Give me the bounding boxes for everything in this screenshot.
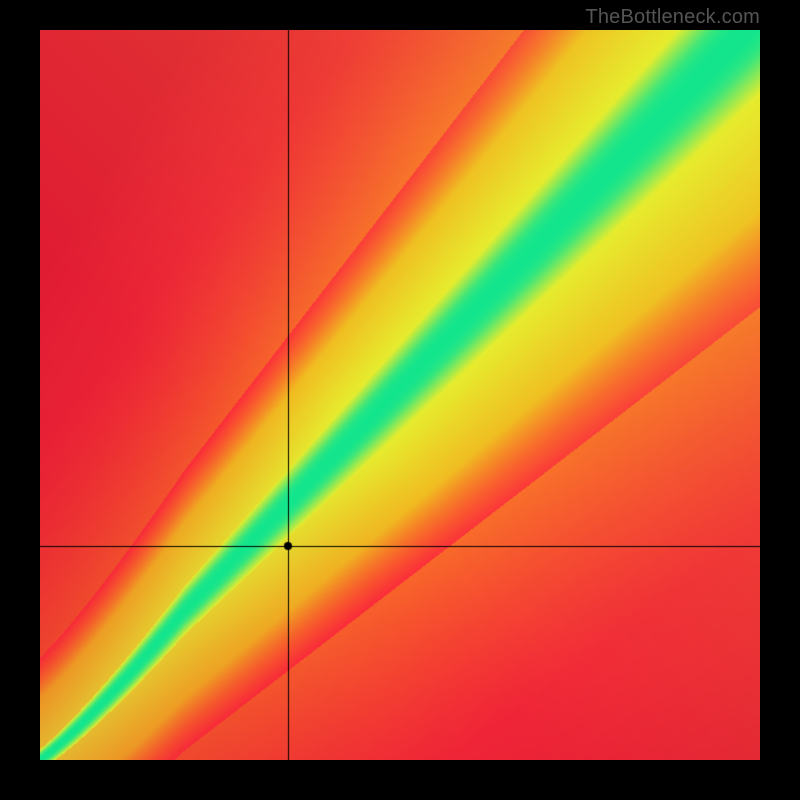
watermark-text: TheBottleneck.com — [585, 6, 760, 29]
heatmap-canvas — [40, 30, 760, 760]
heatmap-plot-area — [40, 30, 760, 760]
chart-frame: TheBottleneck.com — [0, 0, 800, 800]
